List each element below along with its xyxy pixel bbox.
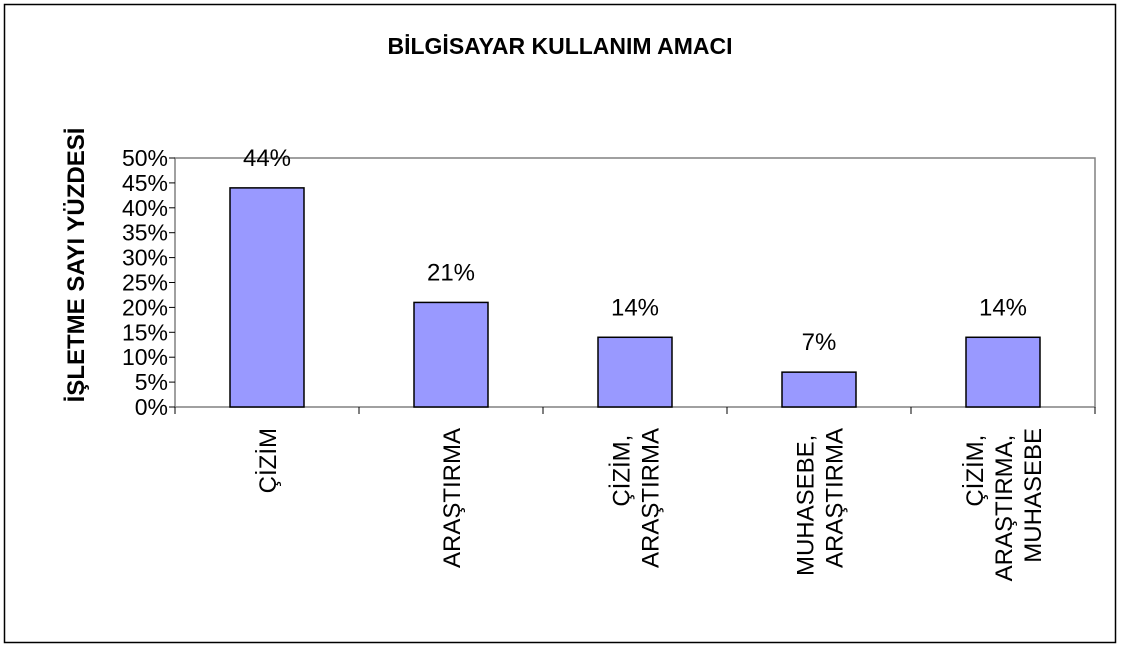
- y-tick-label: 15%: [122, 319, 168, 345]
- chart-title: BİLGİSAYAR KULLANIM AMACI: [387, 33, 732, 59]
- x-tick-label: ÇİZİM, ARAŞTIRMA, MUHASEBE: [962, 428, 1047, 581]
- data-label: 44%: [243, 145, 291, 172]
- y-tick-label: 35%: [122, 220, 168, 246]
- y-tick-label: 20%: [122, 294, 168, 320]
- y-axis-label: İŞLETME SAYI YÜZDESİ: [63, 128, 90, 403]
- bar: [965, 336, 1041, 408]
- x-tick-label: MUHASEBE, ARAŞTIRMA: [793, 428, 849, 576]
- bar: [781, 371, 857, 408]
- y-tick-label: 10%: [122, 344, 168, 370]
- y-tick-label: 0%: [135, 394, 168, 420]
- x-tick-label: ÇİZİM, ARAŞTIRMA: [609, 428, 665, 568]
- y-tick-label: 50%: [122, 145, 168, 171]
- data-label: 14%: [979, 294, 1027, 321]
- y-tick-label: 30%: [122, 245, 168, 271]
- data-label: 7%: [802, 329, 837, 356]
- data-label: 14%: [611, 294, 659, 321]
- data-label: 21%: [427, 259, 475, 286]
- bar: [413, 301, 489, 408]
- bar: [597, 336, 673, 408]
- y-tick-label: 45%: [122, 170, 168, 196]
- x-tick-label: ARAŞTIRMA: [439, 428, 466, 568]
- x-tick-label: ÇİZİM: [255, 428, 282, 493]
- y-tick-label: 5%: [135, 369, 168, 395]
- bar: [229, 187, 305, 408]
- y-tick-label: 40%: [122, 195, 168, 221]
- y-tick-label: 25%: [122, 270, 168, 296]
